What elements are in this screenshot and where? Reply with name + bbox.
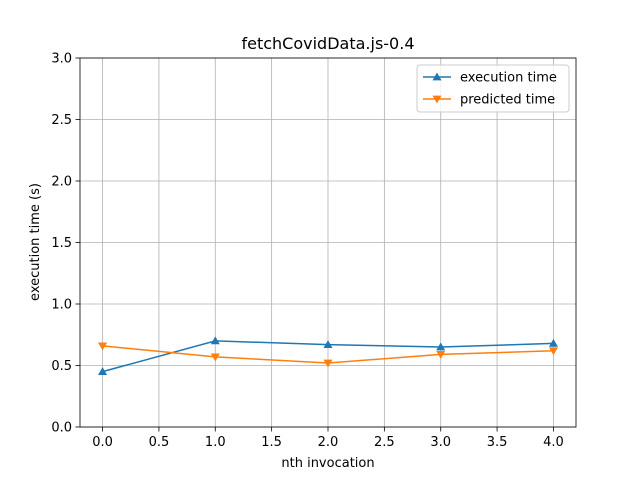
- data-point: [548, 338, 558, 347]
- data-point: [98, 367, 108, 376]
- data-point: [323, 340, 333, 348]
- legend-label-0: execution time: [460, 71, 557, 86]
- data-point: [210, 336, 220, 345]
- legend-marker-1: [432, 95, 442, 104]
- y-tick-label: 1.5: [51, 236, 72, 251]
- axes: 0.0 0.5 1.0 1.5 2.0 2.5 3.0 3.5 4.0 0.0 0.5 1.0 1.5 2…: [51, 52, 577, 450]
- x-axis-label: nth invocation: [281, 456, 374, 471]
- data-point: [548, 347, 558, 356]
- legend-box: [416, 64, 570, 113]
- x-tick-label: 1.5: [261, 435, 282, 450]
- plot-frame: [79, 57, 577, 428]
- x-tick-label: 3.0: [430, 435, 451, 450]
- data-point: [323, 359, 333, 368]
- x-tick-label: 0.5: [149, 435, 170, 450]
- legend-label-1: predicted time: [460, 93, 555, 108]
- data-point: [436, 342, 446, 351]
- x-tick-label: 2.0: [318, 435, 339, 450]
- y-tick-label: 1.0: [51, 298, 72, 313]
- grid: [80, 57, 576, 428]
- legend: execution time predicted time: [416, 64, 570, 113]
- series-layer: [98, 336, 558, 376]
- y-tick-label: 0.5: [51, 359, 72, 374]
- data-point: [98, 342, 108, 351]
- x-tick-label: 2.5: [374, 435, 395, 450]
- y-tick-label: 2.5: [51, 113, 72, 128]
- y-tick-label: 3.0: [51, 52, 72, 67]
- x-tick-label: 4.0: [543, 435, 564, 450]
- x-tick-label: 3.5: [487, 435, 508, 450]
- x-tick-label: 0.0: [92, 435, 113, 450]
- data-point: [210, 353, 220, 362]
- x-tick-label: 1.0: [205, 435, 226, 450]
- y-axis-label: execution time (s): [28, 183, 43, 301]
- legend-marker-0: [432, 72, 442, 81]
- y-tick-label: 2.0: [51, 175, 72, 190]
- y-tick-label: 0.0: [51, 421, 72, 436]
- data-point: [436, 351, 446, 359]
- chart-title: fetchCovidData.js-0.4: [241, 34, 414, 53]
